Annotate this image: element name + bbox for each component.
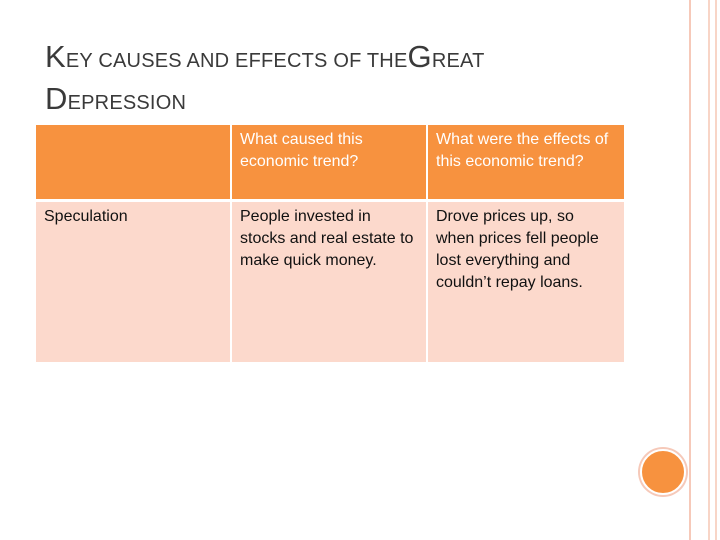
table-header-cell-effects: What were the effects of this economic t…	[427, 125, 624, 202]
slide-title: KEY CAUSES AND EFFECTS OF THEGREAT DEPRES…	[45, 38, 605, 122]
accent-circle-decoration	[640, 449, 686, 495]
title-text: EPRESSION	[67, 92, 187, 114]
title-text: REAT	[431, 50, 485, 72]
title-initial: K	[45, 39, 66, 74]
table-header-cell-causes: What caused this economic trend?	[231, 125, 428, 202]
table-cell-effect: Drove prices up, so when prices fell peo…	[427, 200, 624, 362]
decorative-edge-lines	[686, 0, 720, 540]
edge-line	[715, 0, 717, 540]
title-text: EY CAUSES AND EFFECTS OF THE	[65, 50, 408, 72]
table-header-cell-empty	[36, 125, 232, 202]
edge-line	[708, 0, 710, 540]
table-row: Speculation People invested in stocks an…	[36, 200, 624, 362]
edge-line	[689, 0, 691, 540]
table-cell-cause: People invested in stocks and real estat…	[231, 200, 428, 362]
title-initial: G	[407, 39, 432, 74]
causes-effects-table: What caused this economic trend? What we…	[36, 125, 624, 362]
table-cell-topic: Speculation	[36, 200, 232, 362]
table-header-row: What caused this economic trend? What we…	[36, 125, 624, 202]
title-initial: D	[45, 81, 68, 116]
